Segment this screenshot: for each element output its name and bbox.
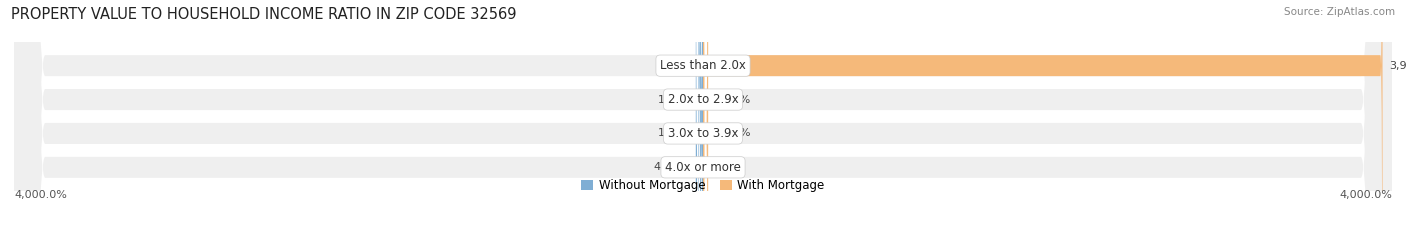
Text: 41.8%: 41.8% — [654, 162, 689, 172]
FancyBboxPatch shape — [14, 0, 1392, 233]
Text: 4,000.0%: 4,000.0% — [1339, 190, 1392, 200]
FancyBboxPatch shape — [700, 0, 703, 233]
Text: 26.4%: 26.4% — [657, 61, 692, 71]
Text: Source: ZipAtlas.com: Source: ZipAtlas.com — [1284, 7, 1395, 17]
Text: 28.5%: 28.5% — [714, 128, 751, 138]
Text: 4.0x or more: 4.0x or more — [665, 161, 741, 174]
FancyBboxPatch shape — [703, 0, 1382, 233]
FancyBboxPatch shape — [696, 0, 703, 233]
Text: 3,945.3%: 3,945.3% — [1389, 61, 1406, 71]
Legend: Without Mortgage, With Mortgage: Without Mortgage, With Mortgage — [576, 175, 830, 197]
FancyBboxPatch shape — [703, 0, 709, 233]
FancyBboxPatch shape — [14, 0, 1392, 233]
Text: Less than 2.0x: Less than 2.0x — [659, 59, 747, 72]
Text: PROPERTY VALUE TO HOUSEHOLD INCOME RATIO IN ZIP CODE 32569: PROPERTY VALUE TO HOUSEHOLD INCOME RATIO… — [11, 7, 517, 22]
Text: 3.0x to 3.9x: 3.0x to 3.9x — [668, 127, 738, 140]
Text: 2.0x to 2.9x: 2.0x to 2.9x — [668, 93, 738, 106]
FancyBboxPatch shape — [700, 0, 703, 233]
Text: 4,000.0%: 4,000.0% — [14, 190, 67, 200]
Text: 30.0%: 30.0% — [716, 95, 751, 105]
FancyBboxPatch shape — [703, 0, 707, 233]
FancyBboxPatch shape — [702, 0, 704, 233]
FancyBboxPatch shape — [699, 0, 703, 233]
FancyBboxPatch shape — [14, 0, 1392, 233]
Text: 15.8%: 15.8% — [658, 95, 693, 105]
FancyBboxPatch shape — [14, 0, 1392, 233]
Text: 15.9%: 15.9% — [658, 128, 693, 138]
Text: 6.9%: 6.9% — [711, 162, 740, 172]
